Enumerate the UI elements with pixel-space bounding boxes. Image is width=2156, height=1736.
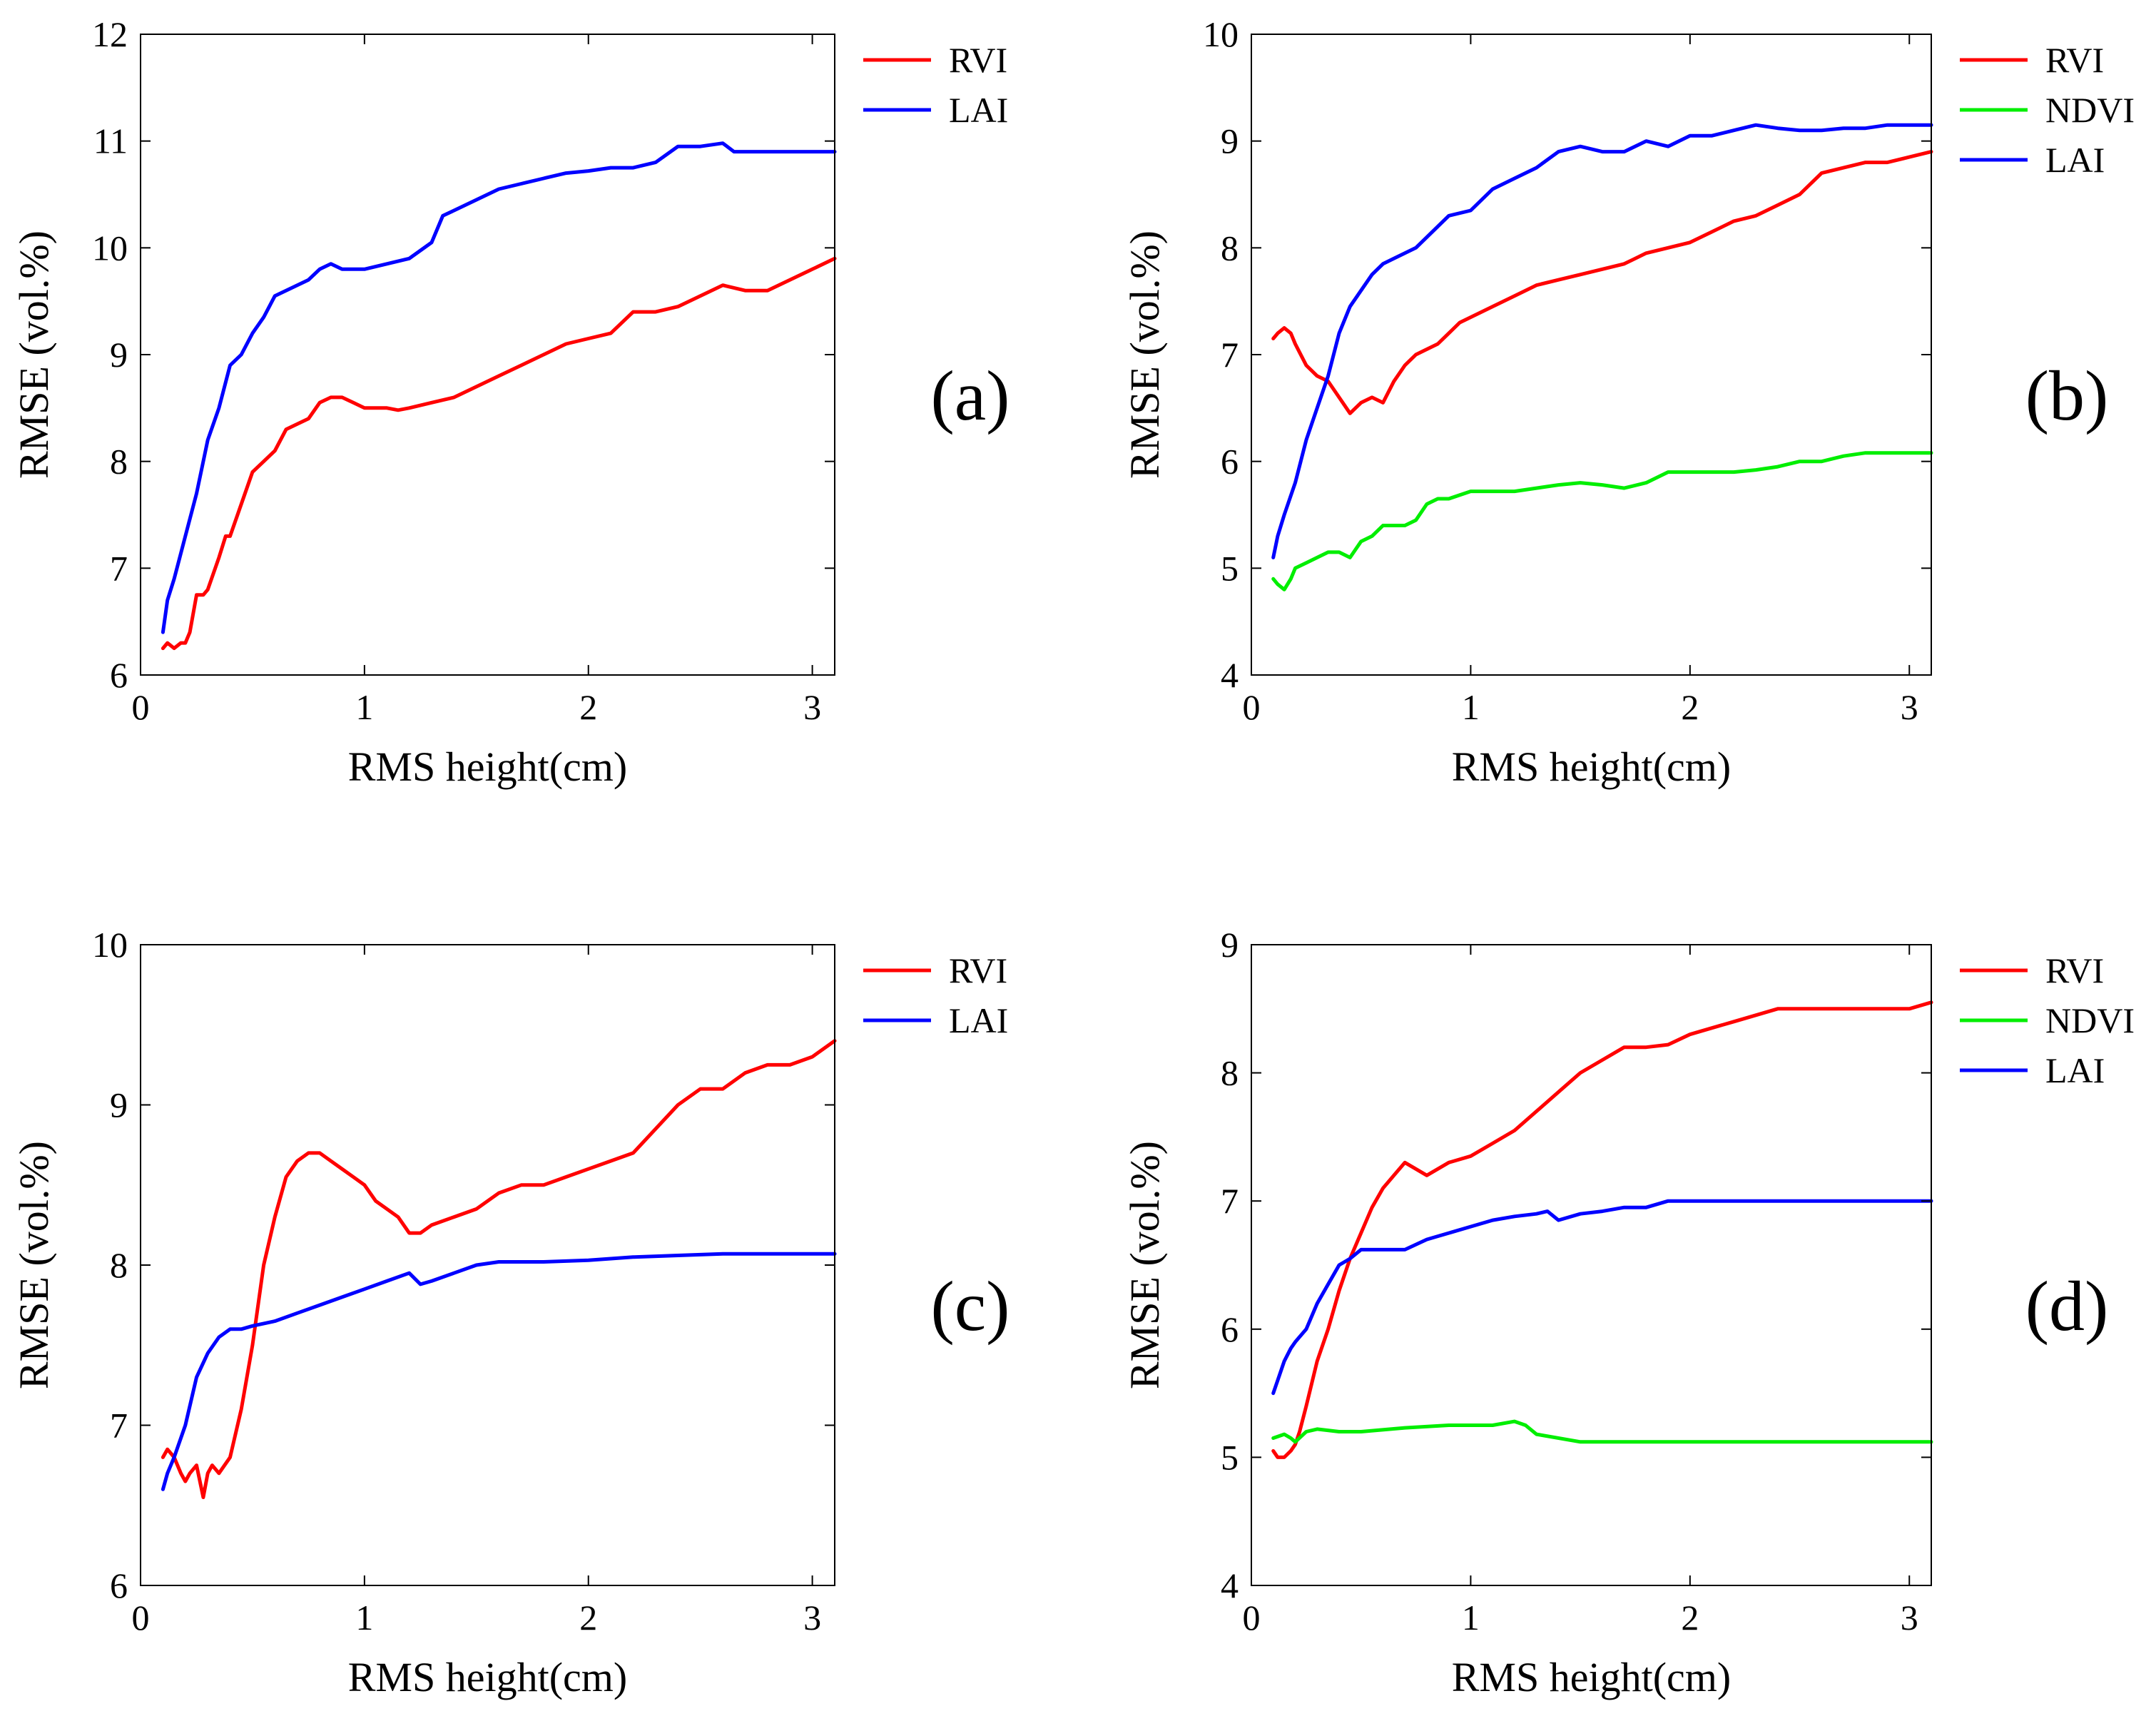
y-tick-label: 10 (1203, 14, 1239, 54)
x-tick-label: 0 (1243, 1598, 1261, 1638)
y-tick-label: 6 (1221, 1309, 1239, 1349)
panel-label: (b) (2025, 356, 2109, 435)
x-tick-label: 3 (1901, 687, 1918, 727)
x-tick-label: 3 (803, 687, 821, 727)
series-line-rvi (161, 256, 837, 651)
chart-panel: 0 1 2 3 4 5 6 7 8 9 RMS height(cm) RMSE (vol.%) RVI N… (1122, 925, 2135, 1700)
chart-panel: 0 1 2 3 6 7 8 9 10 RMS height(cm) RMSE (vol.%) RVI L… (11, 925, 1010, 1700)
legend-label-rvi: RVI (949, 950, 1007, 990)
y-tick-label: 6 (110, 1565, 128, 1605)
x-tick-label: 1 (355, 1598, 373, 1638)
y-tick-label: 7 (110, 1406, 128, 1446)
series-line-rvi (1271, 1000, 1933, 1459)
x-tick-label: 0 (132, 1598, 150, 1638)
y-tick-label: 4 (1221, 1565, 1239, 1605)
y-tick-label: 9 (110, 335, 128, 375)
x-tick-label: 2 (579, 1598, 597, 1638)
legend-label-rvi: RVI (2045, 40, 2104, 80)
x-tick-label: 2 (579, 687, 597, 727)
panel-label: (c) (931, 1267, 1010, 1346)
y-axis-label: RMSE (vol.%) (1122, 230, 1168, 479)
y-tick-label: 4 (1221, 655, 1239, 695)
x-tick-label: 1 (1462, 687, 1480, 727)
series-line-rvi (1271, 150, 1933, 415)
legend-label-ndvi: NDVI (2045, 1000, 2135, 1040)
series-line-ndvi (1271, 1419, 1933, 1444)
x-tick-label: 1 (1462, 1598, 1480, 1638)
x-tick-label: 3 (1901, 1598, 1918, 1638)
y-axis-label: RMSE (vol.%) (11, 230, 57, 479)
series-line-lai (161, 1252, 837, 1491)
x-tick-label: 0 (132, 687, 150, 727)
y-axis-label: RMSE (vol.%) (11, 1141, 57, 1389)
series-line-rvi (161, 1039, 837, 1499)
y-tick-label: 7 (110, 548, 128, 588)
axes-frame (140, 34, 835, 676)
y-tick-label: 9 (110, 1085, 128, 1125)
y-tick-label: 9 (1221, 121, 1239, 161)
y-tick-label: 8 (110, 1245, 128, 1285)
y-tick-label: 12 (92, 14, 128, 54)
x-tick-label: 0 (1243, 687, 1261, 727)
y-axis-label: RMSE (vol.%) (1122, 1141, 1168, 1389)
x-axis-label: RMS height(cm) (1452, 743, 1731, 790)
y-tick-label: 6 (110, 655, 128, 695)
x-tick-label: 2 (1681, 1598, 1699, 1638)
legend-label-rvi: RVI (949, 40, 1007, 80)
x-axis-label: RMS height(cm) (348, 743, 627, 790)
legend-label-lai: LAI (2045, 140, 2105, 180)
series-line-lai (161, 141, 837, 634)
y-tick-label: 7 (1221, 1181, 1239, 1221)
series-line-ndvi (1271, 451, 1933, 592)
x-tick-label: 2 (1681, 687, 1699, 727)
y-tick-label: 7 (1221, 335, 1239, 375)
chart-panel: 0 1 2 3 4 5 6 7 8 9 10 RMS height(cm) RMSE (vol.%) RV… (1122, 14, 2135, 790)
y-tick-label: 8 (1221, 1053, 1239, 1093)
panel-label: (a) (931, 356, 1010, 435)
x-axis-label: RMS height(cm) (348, 1654, 627, 1700)
y-tick-label: 11 (93, 121, 128, 161)
series-line-lai (1271, 123, 1933, 559)
legend-label-lai: LAI (2045, 1050, 2105, 1090)
x-axis-label: RMS height(cm) (1452, 1654, 1731, 1700)
x-tick-label: 3 (803, 1598, 821, 1638)
y-tick-label: 10 (92, 925, 128, 965)
legend-label-ndvi: NDVI (2045, 90, 2135, 130)
legend-label-lai: LAI (949, 1000, 1008, 1040)
series-line-lai (1271, 1199, 1933, 1396)
panel-label: (d) (2025, 1267, 2109, 1346)
axes-frame (1251, 944, 1932, 1586)
y-tick-label: 8 (110, 442, 128, 482)
legend-label-lai: LAI (949, 90, 1008, 130)
y-tick-label: 6 (1221, 442, 1239, 482)
y-tick-label: 5 (1221, 548, 1239, 588)
legend-label-rvi: RVI (2045, 950, 2104, 990)
y-tick-label: 8 (1221, 228, 1239, 268)
y-tick-label: 10 (92, 228, 128, 268)
y-tick-label: 9 (1221, 925, 1239, 965)
y-tick-label: 5 (1221, 1437, 1239, 1477)
x-tick-label: 1 (355, 687, 373, 727)
